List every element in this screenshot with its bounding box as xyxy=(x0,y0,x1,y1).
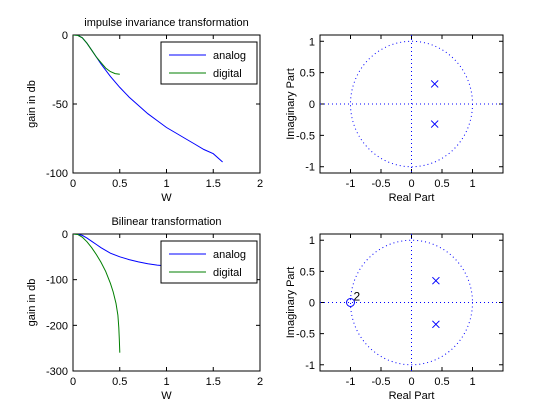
series-line-digital xyxy=(73,234,121,353)
legend-label-analog: analog xyxy=(213,50,246,62)
unit-circle xyxy=(350,239,473,366)
y-tick-label: -100 xyxy=(46,275,68,287)
x-tick-label: 0 xyxy=(70,376,76,388)
y-tick-label: -300 xyxy=(46,366,68,378)
y-axis-label: gain in db xyxy=(26,80,38,128)
plot-area xyxy=(73,234,186,353)
pole-stroke xyxy=(432,276,440,285)
plot-title: Bilinear transformation xyxy=(111,216,221,228)
pole-stroke xyxy=(430,120,439,128)
pole-marker xyxy=(432,320,440,329)
x-tick-label: 0 xyxy=(70,178,76,190)
legend-label-digital: digital xyxy=(213,68,242,80)
series-line-analog xyxy=(73,234,186,268)
x-tick-label: 0 xyxy=(408,178,414,190)
x-tick-label: 1.5 xyxy=(206,376,221,388)
y-tick-label: 0 xyxy=(62,229,68,241)
x-axis-label: W xyxy=(161,390,172,402)
y-tick-label: -1 xyxy=(305,360,315,372)
x-tick-label: -1 xyxy=(346,376,356,388)
y-tick-label: 0.5 xyxy=(300,68,315,80)
y-tick-label: -200 xyxy=(46,320,68,332)
x-tick-label: 2 xyxy=(257,178,263,190)
y-tick-label: 0 xyxy=(62,30,68,42)
y-tick-label: 0 xyxy=(309,99,315,111)
y-tick-label: -1 xyxy=(305,162,315,174)
x-tick-label: 0.5 xyxy=(434,376,449,388)
legend-label-digital: digital xyxy=(213,267,242,279)
x-tick-label: 1 xyxy=(163,178,169,190)
x-axis-label: W xyxy=(161,192,172,204)
legend-box xyxy=(160,240,258,284)
y-axis-label: gain in db xyxy=(26,279,38,327)
x-tick-label: -0.5 xyxy=(372,178,391,190)
x-tick-label: -0.5 xyxy=(372,376,391,388)
y-tick-label: -0.5 xyxy=(296,329,315,341)
series-line-digital xyxy=(73,35,120,75)
pole-marker xyxy=(432,276,440,285)
x-tick-label: 0.5 xyxy=(112,178,127,190)
plot-area xyxy=(320,234,503,371)
x-axis-label: Real Part xyxy=(389,390,435,402)
x-tick-label: 0.5 xyxy=(434,178,449,190)
y-axis-label: Imaginary Part xyxy=(285,68,297,140)
y-tick-label: 0.5 xyxy=(300,266,315,278)
pole-marker xyxy=(430,80,439,88)
x-tick-label: 1.5 xyxy=(206,178,221,190)
pole-stroke xyxy=(430,80,439,88)
x-tick-label: 1 xyxy=(163,376,169,388)
zero-marker xyxy=(346,298,355,307)
subplot-4: -1 -0.5 0 0.5 1 -1 -0.5 0 0.5 1 Real Part Imaginary… xyxy=(285,233,504,402)
plot-area xyxy=(73,35,223,163)
x-tick-label: -1 xyxy=(346,178,356,190)
x-tick-label: 0.5 xyxy=(112,376,127,388)
zero-multiplicity-label: 2 xyxy=(354,290,361,304)
pole-marker xyxy=(430,120,439,128)
unit-circle xyxy=(350,40,473,168)
subplot-2: -1 -0.5 0 0.5 1 -1 -0.5 0 0.5 1 Real Part Imaginary… xyxy=(285,34,504,204)
x-axis-label: Real Part xyxy=(389,192,435,204)
plot-title: impulse invariance transformation xyxy=(84,17,248,29)
x-tick-label: 0 xyxy=(408,376,414,388)
legend: analog digital xyxy=(160,240,258,284)
plot-area xyxy=(320,35,503,173)
y-tick-label: 1 xyxy=(309,36,315,48)
subplot-1: 0 0.5 1 1.5 2 -100 -50 0 impulse invariance tran… xyxy=(26,17,263,204)
pole-stroke xyxy=(432,320,440,329)
x-tick-label: 1 xyxy=(469,178,475,190)
x-tick-label: 2 xyxy=(257,376,263,388)
subplot-3: 0 0.5 1 1.5 2 -300 -200 -100 0 Bilinear transform… xyxy=(26,216,263,402)
x-tick-label: 1 xyxy=(469,376,475,388)
y-tick-label: 0 xyxy=(309,298,315,310)
y-tick-label: -100 xyxy=(46,168,68,180)
y-tick-label: -50 xyxy=(52,99,68,111)
y-tick-label: -0.5 xyxy=(296,130,315,142)
y-axis-label: Imaginary Part xyxy=(285,267,297,339)
y-tick-label: 1 xyxy=(309,235,315,247)
legend-box xyxy=(160,41,258,85)
legend-label-analog: analog xyxy=(213,249,246,261)
legend: analog digital xyxy=(160,41,258,85)
